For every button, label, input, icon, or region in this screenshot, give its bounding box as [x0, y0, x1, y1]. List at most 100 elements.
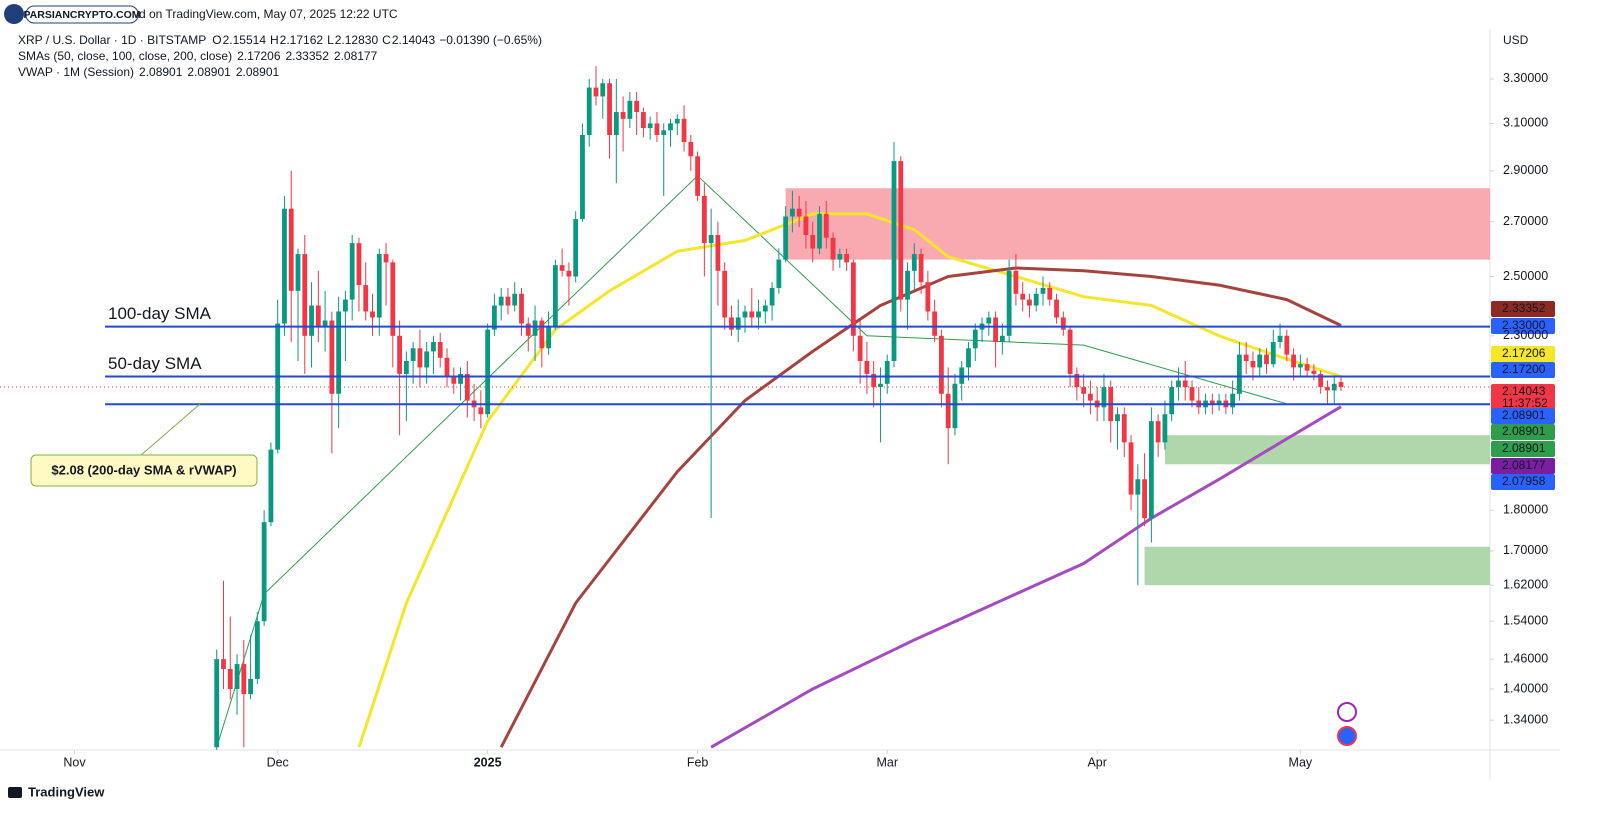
- candle-body: [688, 142, 694, 157]
- candle-body: [1013, 270, 1019, 294]
- side-icons: [1337, 702, 1357, 746]
- candle-body: [1121, 414, 1127, 443]
- candle-body: [600, 83, 606, 97]
- candle-body: [1318, 373, 1324, 388]
- candle-body: [288, 208, 294, 291]
- candle-body: [830, 237, 836, 260]
- price-badge-label: 2.14043: [1502, 384, 1546, 398]
- candle-body: [661, 130, 667, 135]
- candle-body: [234, 664, 240, 690]
- price-badge: [1491, 408, 1555, 424]
- candle-body: [363, 285, 369, 312]
- candle-body: [1142, 479, 1147, 519]
- y-tick-label: 2.30000: [1503, 328, 1548, 342]
- price-badge-label: 2.08901: [1502, 424, 1546, 438]
- candle-body: [1006, 270, 1012, 336]
- candle-body: [302, 254, 308, 336]
- candle-body: [1277, 335, 1283, 343]
- candle-body: [1182, 380, 1188, 388]
- candle-body: [1257, 354, 1263, 368]
- candle-body: [756, 311, 761, 318]
- price-badge: [1491, 441, 1555, 457]
- candle-body: [485, 329, 491, 415]
- x-tick-label: Nov: [63, 755, 86, 769]
- candle-body: [1331, 383, 1337, 391]
- candle-body: [275, 323, 281, 450]
- candles: [214, 66, 1344, 750]
- candle-body: [898, 161, 904, 300]
- candle-body: [241, 664, 247, 695]
- candle-body: [1081, 387, 1087, 394]
- candle-body: [370, 311, 375, 318]
- candle-body: [1135, 479, 1141, 495]
- level-label: 50-day SMA: [108, 354, 202, 373]
- candle-body: [850, 262, 856, 336]
- candle-body: [729, 317, 734, 330]
- price-badge-label: 2.07958: [1502, 474, 1546, 488]
- y-tick-label: 1.54000: [1503, 613, 1548, 627]
- candle-body: [431, 342, 436, 352]
- indicator-lines: [216, 175, 1342, 749]
- candle-body: [586, 87, 592, 135]
- currency: USD: [1503, 33, 1529, 47]
- x-tick-label: Dec: [267, 755, 289, 769]
- candle-body: [681, 118, 687, 143]
- candle-body: [532, 320, 538, 336]
- y-tick-label: 1.62000: [1503, 577, 1548, 591]
- y-tick-label: 1.70000: [1503, 543, 1548, 557]
- candle-body: [627, 100, 633, 119]
- ohlc-value: 2.14043: [392, 33, 436, 47]
- x-tick-label: May: [1289, 755, 1313, 769]
- logo: PARSIANCRYPTO.COM: [4, 4, 141, 24]
- candle-body: [261, 522, 267, 622]
- y-tick-label: 1.46000: [1503, 651, 1548, 665]
- price-badge-label: 2.17200: [1502, 362, 1546, 376]
- candle-body: [620, 112, 626, 119]
- candle-body: [1020, 293, 1026, 300]
- candle-body: [878, 383, 883, 388]
- candle-body: [1176, 380, 1181, 388]
- candle-body: [803, 216, 809, 236]
- candle-body: [424, 351, 430, 368]
- candle-body: [417, 348, 423, 368]
- candle-body: [498, 296, 504, 306]
- candle-body: [478, 407, 484, 415]
- candle-body: [451, 377, 457, 384]
- candle-body: [945, 393, 951, 429]
- price-badge: [1491, 318, 1555, 334]
- candle-body: [539, 320, 545, 349]
- candle-body: [972, 329, 978, 349]
- candle-body: [248, 678, 253, 695]
- candle-body: [783, 216, 789, 260]
- candle-body: [891, 161, 897, 361]
- candle-body: [1169, 387, 1175, 415]
- candle-body: [1027, 299, 1032, 306]
- candle-body: [403, 360, 409, 374]
- candle-body: [844, 254, 849, 263]
- price-badge-label: 2.08901: [1502, 441, 1546, 455]
- candle-body: [749, 311, 755, 318]
- candle-body: [905, 270, 910, 300]
- callout-pointer: [139, 403, 201, 457]
- legend-value: 2.08177: [334, 49, 378, 63]
- candle-body: [492, 305, 497, 330]
- candle-body: [309, 305, 314, 336]
- candle-body: [1054, 299, 1059, 318]
- candle-body: [295, 254, 301, 291]
- y-tick-label: 2.50000: [1503, 269, 1548, 283]
- indicator-line: [216, 175, 1287, 748]
- candle-body: [613, 112, 619, 135]
- candle-body: [214, 659, 220, 748]
- candle-body: [932, 311, 938, 336]
- price-badge: [1491, 424, 1555, 440]
- candle-body: [1040, 287, 1046, 294]
- change: −0.01390 (−0.65%): [439, 33, 542, 47]
- candle-body: [1074, 373, 1080, 388]
- candle-body: [1243, 354, 1249, 361]
- y-tick-label: 1.34000: [1503, 712, 1548, 726]
- candle-body: [1088, 393, 1093, 401]
- candle-body: [458, 373, 463, 384]
- candle-body: [871, 373, 877, 388]
- candle-body: [762, 305, 768, 312]
- candle-body: [329, 320, 335, 394]
